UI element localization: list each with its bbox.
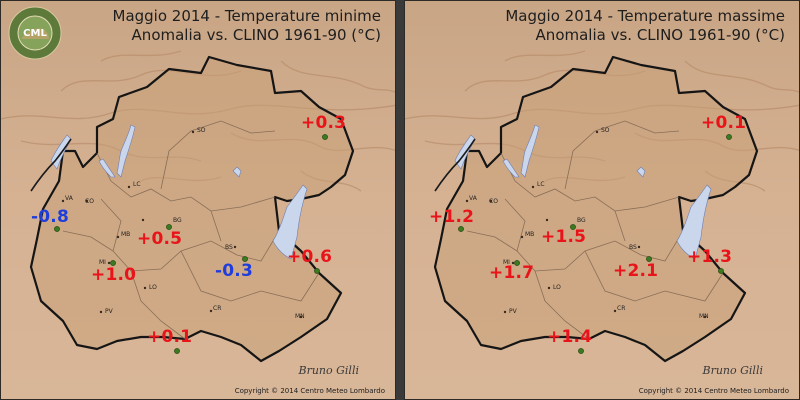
city-label: MN	[699, 313, 709, 320]
map-title: Maggio 2014 - Temperature minime Anomali…	[113, 7, 382, 45]
city-label: CR	[213, 305, 222, 312]
city-label: SO	[601, 127, 610, 134]
anomaly-value: +1.4	[547, 327, 593, 347]
city-label: BG	[577, 217, 586, 224]
city-label: VA	[65, 195, 73, 202]
city-label: PV	[509, 308, 517, 315]
city-label: MN	[295, 313, 305, 320]
map-title-line1: Maggio 2014 - Temperature massime	[505, 7, 785, 25]
city-label: LO	[149, 284, 157, 291]
panel-minime: CML Maggio 2014 - Temperature minime Ano…	[0, 0, 396, 400]
city-label: MB	[121, 231, 131, 238]
city-label: LC	[537, 181, 545, 188]
copyright-text: Copyright © 2014 Centro Meteo Lombardo	[638, 387, 789, 395]
map-title-line1: Maggio 2014 - Temperature minime	[112, 7, 382, 25]
lombardy-map	[405, 1, 799, 399]
city-label: BG	[173, 217, 182, 224]
panel-massime: Maggio 2014 - Temperature massime Anomal…	[404, 0, 800, 400]
city-label: SO	[197, 127, 206, 134]
cml-logo: CML	[7, 5, 63, 61]
city-label: PV	[105, 308, 113, 315]
anomaly-value: -0.3	[215, 261, 253, 281]
city-label: CO	[489, 198, 498, 205]
city-label: BS	[225, 244, 233, 251]
city-label: MI	[99, 259, 106, 266]
city-label: LC	[133, 181, 141, 188]
logo-text: CML	[23, 28, 47, 39]
anomaly-value: -0.8	[31, 207, 69, 227]
anomaly-value: +2.1	[613, 261, 659, 281]
anomaly-value: +1.7	[489, 263, 535, 283]
anomaly-value: +0.6	[287, 247, 333, 267]
city-label: CO	[85, 198, 94, 205]
city-label: MI	[503, 259, 510, 266]
city-label: LO	[553, 284, 561, 291]
anomaly-value: +1.2	[429, 207, 475, 227]
city-label: MB	[525, 231, 535, 238]
anomaly-value: +0.3	[301, 113, 347, 133]
signature: Bruno Gilli	[298, 364, 360, 377]
copyright-text: Copyright © 2014 Centro Meteo Lombardo	[234, 387, 385, 395]
city-label: CR	[617, 305, 626, 312]
anomaly-value: +0.1	[701, 113, 747, 133]
map-title: Maggio 2014 - Temperature massime Anomal…	[505, 7, 785, 45]
lombardy-map	[1, 1, 395, 399]
anomaly-value: +1.5	[541, 227, 587, 247]
anomaly-value: +0.1	[147, 327, 193, 347]
map-subtitle: Anomalia vs. CLINO 1961-90 (°C)	[535, 26, 785, 44]
anomaly-value: +1.0	[91, 265, 137, 285]
anomaly-value: +1.3	[687, 247, 733, 267]
city-label: VA	[469, 195, 477, 202]
map-subtitle: Anomalia vs. CLINO 1961-90 (°C)	[131, 26, 381, 44]
signature: Bruno Gilli	[702, 364, 764, 377]
anomaly-value: +0.5	[137, 229, 183, 249]
city-label: BS	[629, 244, 637, 251]
